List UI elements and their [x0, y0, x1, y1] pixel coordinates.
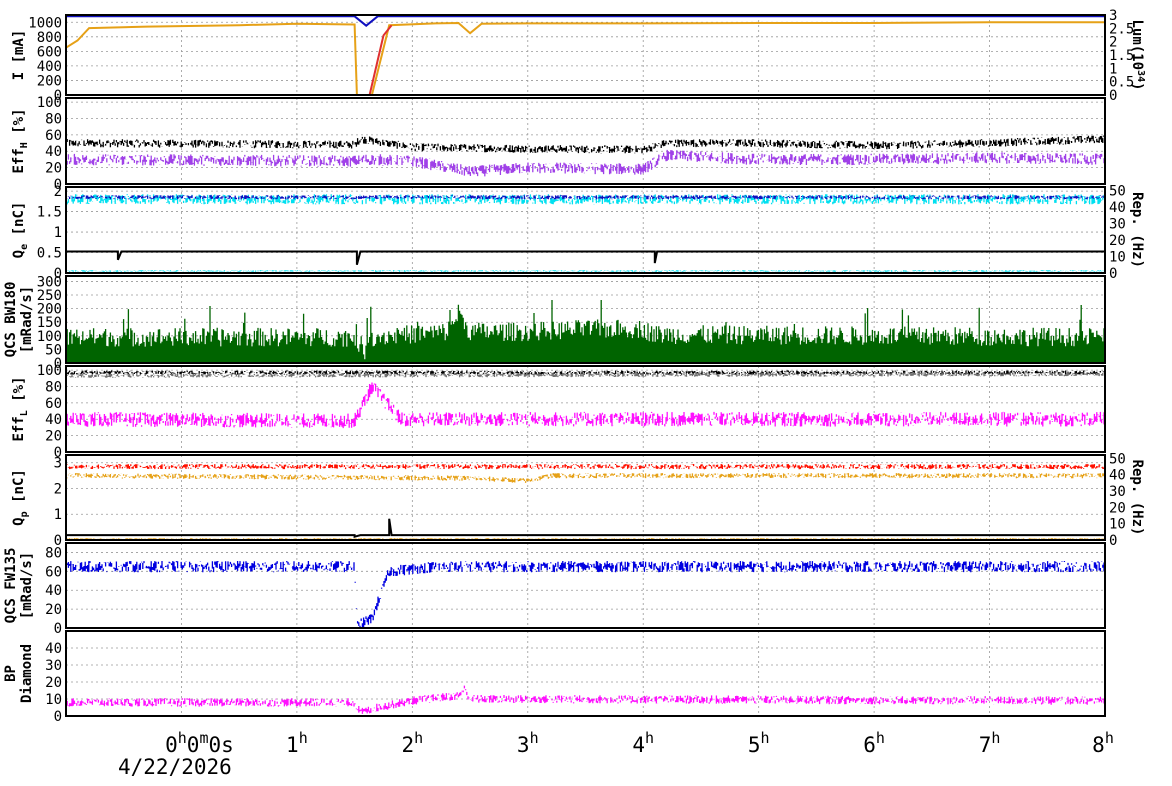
y-axis-label: Qe [nC] [11, 202, 30, 259]
series-band [66, 464, 1104, 469]
y-tick-label: 20 [45, 602, 62, 618]
y-tick-label: 3 [54, 456, 62, 472]
y-tick-label: 60 [45, 128, 62, 144]
y-tick-label: 2 [54, 481, 62, 497]
y-tick-label: 30 [45, 658, 62, 674]
y-tick-label: 0 [54, 621, 62, 637]
y-tick-label: 10 [45, 692, 62, 708]
y2-tick-label: 50 [1109, 183, 1126, 199]
y-tick-label: 2 [54, 184, 62, 200]
y-axis-label: Qp [nC] [11, 469, 30, 526]
y-axis-label: EffH [%] [11, 108, 30, 173]
y-tick-label: 300 [37, 274, 62, 290]
date-label: 4/22/2026 [118, 755, 232, 779]
series-band [66, 150, 1104, 177]
panel-frame [66, 98, 1105, 184]
y-axis-label: I [mA] [11, 30, 27, 81]
y-tick-label: 20 [45, 161, 62, 177]
y-tick-label: 600 [37, 44, 62, 60]
y-tick-label: 400 [37, 59, 62, 75]
series-band [66, 686, 1104, 714]
y2-tick-label: 0 [1109, 533, 1117, 549]
y-tick-label: 1000 [28, 15, 62, 31]
y2-tick-label: 20 [1109, 233, 1126, 249]
y2-tick-label: 3 [1109, 8, 1117, 24]
y-tick-label: 60 [45, 564, 62, 580]
y-tick-label: 40 [45, 412, 62, 428]
y-axis-label: QCS FW135 [3, 548, 19, 624]
y-tick-label: 0.5 [37, 246, 62, 262]
y-tick-label: 20 [45, 675, 62, 691]
y2-tick-label: 30 [1109, 484, 1126, 500]
x-tick-label: 2h [401, 729, 423, 757]
x-tick-label: 7h [979, 729, 1001, 757]
y-tick-label: 800 [37, 30, 62, 46]
y-axis-label: BP [3, 665, 19, 682]
panel-frame [66, 543, 1105, 628]
series-band [66, 383, 1104, 429]
series-band [66, 195, 1104, 199]
y-tick-label: 80 [45, 545, 62, 561]
series-band [66, 135, 1104, 153]
y2-tick-label: 30 [1109, 216, 1126, 232]
y-tick-label: 100 [37, 363, 62, 379]
y2-tick-label: 50 [1109, 451, 1126, 467]
series-band [66, 473, 1104, 483]
y2-axis-label: Rep. (Hz) [1129, 192, 1145, 268]
x-tick-label: 0h0m0s [165, 729, 234, 757]
y2-tick-label: 0 [1109, 266, 1117, 282]
series-band [66, 300, 1104, 363]
y-tick-label: 80 [45, 111, 62, 127]
y2-tick-label: 20 [1109, 500, 1126, 516]
x-tick-label: 1h [286, 729, 308, 757]
y2-axis-label: Rep. (Hz) [1129, 460, 1145, 536]
x-tick-label: 5h [748, 729, 770, 757]
series-line [66, 519, 1105, 537]
y-tick-label: 100 [37, 95, 62, 111]
y-tick-label: 40 [45, 144, 62, 160]
y-tick-label: 1.5 [37, 205, 62, 221]
series-line [66, 22, 1105, 95]
panel-frame [66, 15, 1105, 95]
series-line [66, 252, 1105, 265]
y2-tick-label: 10 [1109, 517, 1126, 533]
x-tick-label: 3h [517, 729, 539, 757]
y-axis-label-line2: [mRad/s] [19, 286, 35, 353]
y-tick-label: 40 [45, 583, 62, 599]
y-tick-label: 40 [45, 641, 62, 657]
x-tick-label: 4h [632, 729, 654, 757]
y-tick-label: 80 [45, 379, 62, 395]
panel-frame [66, 366, 1105, 452]
y-tick-label: 20 [45, 429, 62, 445]
x-tick-label: 6h [863, 729, 885, 757]
y-tick-label: 200 [37, 73, 62, 89]
y2-tick-label: 40 [1109, 200, 1126, 216]
y-tick-label: 1 [54, 507, 62, 523]
y-tick-label: 60 [45, 396, 62, 412]
y-axis-label-line2: Diamond [19, 644, 35, 703]
y2-tick-label: 40 [1109, 468, 1126, 484]
x-tick-label: 8h [1092, 729, 1114, 757]
y-tick-label: 0 [54, 709, 62, 725]
y-axis-label-line2: [mRad/s] [19, 552, 35, 619]
y2-tick-label: 10 [1109, 249, 1126, 265]
y-axis-label: QCS BW180 [3, 282, 19, 358]
y-tick-label: 1 [54, 225, 62, 241]
panel-qcs_fw135: 0 20 40 60 80 QCS FW135[mRad/s] [3, 543, 1105, 637]
y-axis-label: EffL [%] [11, 376, 30, 441]
series-band [66, 270, 1104, 272]
